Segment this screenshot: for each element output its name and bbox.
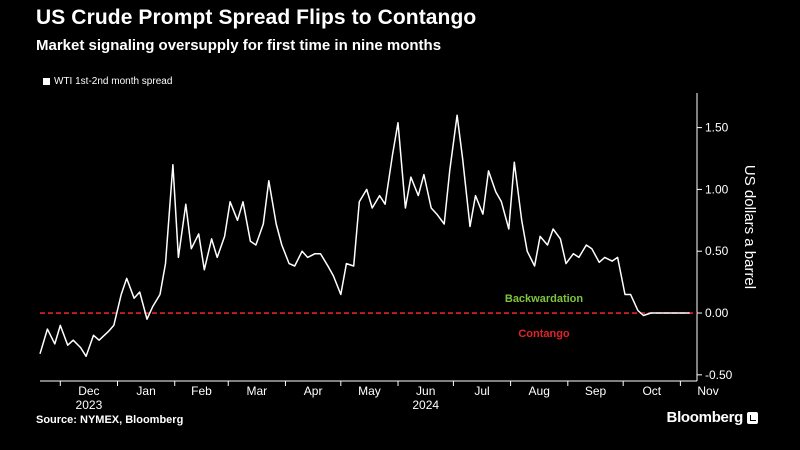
x-tick-label: Jul bbox=[474, 384, 489, 398]
x-tick-label: Oct bbox=[642, 384, 661, 398]
x-tick-label: Jan bbox=[136, 384, 155, 398]
bloomberg-terminal-icon bbox=[747, 411, 758, 424]
x-tick-label: Mar bbox=[247, 384, 268, 398]
legend: WTI 1st-2nd month spread bbox=[43, 76, 172, 87]
y-tick-label: 0.50 bbox=[705, 244, 729, 258]
chart-subtitle: Market signaling oversupply for first ti… bbox=[36, 37, 442, 54]
y-tick-label: -0.50 bbox=[705, 368, 733, 382]
y-axis-title: US dollars a barrel bbox=[741, 165, 758, 289]
x-tick-label: Nov bbox=[697, 384, 718, 398]
x-year-label: 2023 bbox=[76, 398, 103, 412]
y-tick-label: 1.00 bbox=[705, 182, 729, 196]
backwardation-label: Backwardation bbox=[505, 293, 584, 305]
chart-title: US Crude Prompt Spread Flips to Contango bbox=[36, 6, 477, 29]
legend-label: WTI 1st-2nd month spread bbox=[54, 76, 173, 87]
x-tick-label: Feb bbox=[191, 384, 212, 398]
x-tick-label: Apr bbox=[304, 384, 323, 398]
x-tick-label: May bbox=[358, 384, 381, 398]
x-tick-label: Dec bbox=[78, 384, 99, 398]
y-tick-label: 1.50 bbox=[705, 121, 729, 135]
x-year-label: 2024 bbox=[412, 398, 439, 412]
x-tick-label: Sep bbox=[585, 384, 607, 398]
source-note: Source: NYMEX, Bloomberg bbox=[36, 414, 184, 426]
x-tick-label: Jun bbox=[416, 384, 435, 398]
y-tick-label: 0.00 bbox=[705, 306, 729, 320]
legend-swatch bbox=[43, 78, 50, 85]
brand-name: Bloomberg bbox=[666, 409, 744, 426]
x-tick-label: Aug bbox=[529, 384, 550, 398]
bloomberg-logo: Bloomberg bbox=[667, 409, 758, 426]
series-line-wti-spread bbox=[39, 114, 690, 358]
contango-label: Contango bbox=[518, 328, 570, 340]
